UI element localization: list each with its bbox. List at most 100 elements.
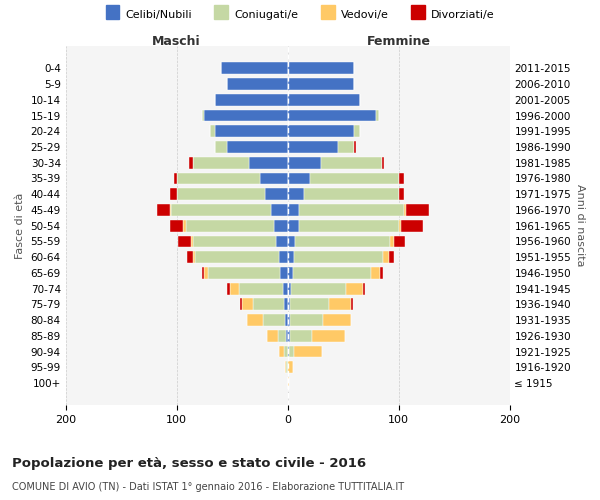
Bar bbox=[215, 141, 227, 153]
Bar bbox=[287, 362, 293, 373]
Bar bbox=[171, 204, 271, 216]
Bar bbox=[247, 314, 263, 326]
Bar bbox=[170, 220, 183, 232]
Bar bbox=[299, 220, 398, 232]
Bar bbox=[287, 252, 294, 263]
Bar bbox=[266, 330, 278, 342]
Bar bbox=[287, 298, 290, 310]
Bar bbox=[382, 157, 384, 168]
Y-axis label: Anni di nascita: Anni di nascita bbox=[575, 184, 585, 267]
Bar bbox=[304, 188, 398, 200]
Bar bbox=[293, 267, 371, 279]
Bar bbox=[294, 252, 383, 263]
Bar bbox=[205, 267, 208, 279]
Bar bbox=[178, 236, 191, 248]
Bar bbox=[299, 204, 404, 216]
Bar bbox=[170, 204, 171, 216]
Bar bbox=[240, 298, 242, 310]
Bar bbox=[227, 141, 287, 153]
Bar bbox=[295, 236, 389, 248]
Bar bbox=[287, 236, 295, 248]
Bar bbox=[196, 252, 279, 263]
Bar bbox=[287, 110, 376, 122]
Bar bbox=[383, 252, 389, 263]
Bar bbox=[239, 282, 283, 294]
Bar bbox=[406, 204, 428, 216]
Bar bbox=[287, 220, 299, 232]
Bar bbox=[376, 110, 379, 122]
Bar bbox=[323, 314, 351, 326]
Bar bbox=[202, 110, 205, 122]
Bar bbox=[284, 346, 287, 358]
Bar bbox=[287, 94, 360, 106]
Bar bbox=[176, 188, 265, 200]
Bar bbox=[389, 252, 394, 263]
Bar bbox=[287, 330, 290, 342]
Bar bbox=[321, 157, 382, 168]
Bar bbox=[215, 94, 287, 106]
Bar bbox=[310, 172, 398, 184]
Bar bbox=[287, 141, 338, 153]
Bar bbox=[290, 330, 312, 342]
Bar bbox=[208, 267, 280, 279]
Bar bbox=[205, 110, 287, 122]
Bar bbox=[170, 188, 176, 200]
Bar bbox=[287, 62, 354, 74]
Bar bbox=[329, 298, 351, 310]
Bar bbox=[283, 282, 287, 294]
Bar bbox=[242, 298, 253, 310]
Bar bbox=[227, 282, 230, 294]
Bar bbox=[354, 126, 360, 137]
Y-axis label: Fasce di età: Fasce di età bbox=[15, 192, 25, 259]
Bar bbox=[249, 157, 287, 168]
Bar bbox=[191, 236, 193, 248]
Bar bbox=[253, 298, 284, 310]
Bar bbox=[287, 204, 299, 216]
Bar bbox=[263, 314, 286, 326]
Bar bbox=[189, 157, 193, 168]
Bar bbox=[271, 204, 287, 216]
Bar bbox=[265, 188, 287, 200]
Bar bbox=[230, 282, 239, 294]
Bar bbox=[312, 330, 345, 342]
Bar bbox=[289, 346, 294, 358]
Bar bbox=[287, 377, 289, 389]
Bar bbox=[287, 346, 289, 358]
Bar bbox=[398, 172, 404, 184]
Bar bbox=[287, 282, 291, 294]
Bar bbox=[389, 236, 394, 248]
Bar bbox=[351, 298, 353, 310]
Bar bbox=[175, 172, 176, 184]
Bar bbox=[221, 62, 287, 74]
Bar bbox=[291, 282, 346, 294]
Bar bbox=[286, 330, 287, 342]
Bar bbox=[215, 126, 287, 137]
Bar bbox=[294, 346, 322, 358]
Bar bbox=[354, 141, 356, 153]
Legend: Celibi/Nubili, Coniugati/e, Vedovi/e, Divorziati/e: Celibi/Nubili, Coniugati/e, Vedovi/e, Di… bbox=[102, 6, 498, 23]
Bar bbox=[290, 314, 323, 326]
Bar bbox=[398, 220, 401, 232]
Bar bbox=[401, 220, 423, 232]
Bar bbox=[280, 267, 287, 279]
Bar bbox=[287, 314, 290, 326]
Bar bbox=[277, 236, 287, 248]
Bar bbox=[290, 298, 329, 310]
Text: Maschi: Maschi bbox=[152, 35, 201, 48]
Bar bbox=[394, 236, 405, 248]
Bar bbox=[278, 330, 286, 342]
Text: COMUNE DI AVIO (TN) - Dati ISTAT 1° gennaio 2016 - Elaborazione TUTTITALIA.IT: COMUNE DI AVIO (TN) - Dati ISTAT 1° genn… bbox=[12, 482, 404, 492]
Text: Popolazione per età, sesso e stato civile - 2016: Popolazione per età, sesso e stato civil… bbox=[12, 458, 366, 470]
Bar bbox=[187, 252, 193, 263]
Bar bbox=[185, 220, 274, 232]
Bar bbox=[287, 267, 293, 279]
Bar bbox=[398, 188, 404, 200]
Bar bbox=[286, 314, 287, 326]
Bar bbox=[371, 267, 380, 279]
Bar bbox=[202, 267, 205, 279]
Bar bbox=[193, 157, 249, 168]
Bar bbox=[380, 267, 383, 279]
Bar bbox=[284, 298, 287, 310]
Bar bbox=[338, 141, 354, 153]
Bar bbox=[193, 252, 196, 263]
